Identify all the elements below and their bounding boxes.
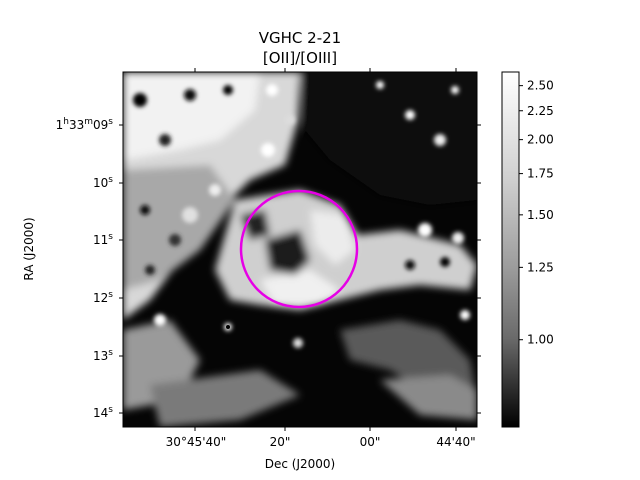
colorbar-tick-label: 1.50 bbox=[527, 208, 554, 222]
y-tick-label: 11s bbox=[93, 232, 113, 247]
colorbar-gradient bbox=[501, 71, 520, 428]
y-tick-label: 14s bbox=[93, 405, 113, 420]
colorbar-ticks: 2.50 2.25 2.00 1.75 1.50 1.25 1.00 bbox=[519, 79, 554, 347]
y-tick-label: 10s bbox=[93, 175, 113, 190]
y-tick-label: 1h33m09s bbox=[56, 117, 114, 132]
y-axis: 1h33m09s 10s 11s 12s 13s 14s RA (J2000) bbox=[22, 117, 481, 420]
x-tick-label: 20" bbox=[270, 435, 291, 449]
aperture-circle bbox=[239, 189, 359, 309]
axes-frame bbox=[122, 71, 478, 428]
x-axis-label: Dec (J2000) bbox=[265, 457, 335, 471]
ratio-map-image bbox=[123, 72, 477, 427]
y-tick-label: 12s bbox=[93, 290, 113, 305]
colorbar-tick-label: 2.00 bbox=[527, 133, 554, 147]
colorbar: 2.50 2.25 2.00 1.75 1.50 1.25 1.00 bbox=[501, 71, 554, 428]
x-tick-label: 44'40" bbox=[436, 435, 475, 449]
colorbar-tick-label: 1.00 bbox=[527, 333, 554, 347]
x-tick-label: 30°45'40" bbox=[166, 435, 227, 449]
y-axis-label: RA (J2000) bbox=[22, 217, 36, 280]
colorbar-tick-label: 1.25 bbox=[527, 260, 554, 274]
colorbar-tick-label: 1.75 bbox=[527, 167, 554, 181]
y-tick-label: 13s bbox=[93, 348, 113, 363]
colorbar-tick-label: 2.50 bbox=[527, 79, 554, 93]
chart-title-line2: [OII]/[OIII] bbox=[263, 49, 337, 67]
x-tick-label: 00" bbox=[360, 435, 381, 449]
x-axis: 30°45'40" 20" 00" 44'40" Dec (J2000) bbox=[166, 68, 476, 471]
colorbar-tick-label: 2.25 bbox=[527, 104, 554, 118]
chart-title-line1: VGHC 2-21 bbox=[259, 29, 341, 47]
